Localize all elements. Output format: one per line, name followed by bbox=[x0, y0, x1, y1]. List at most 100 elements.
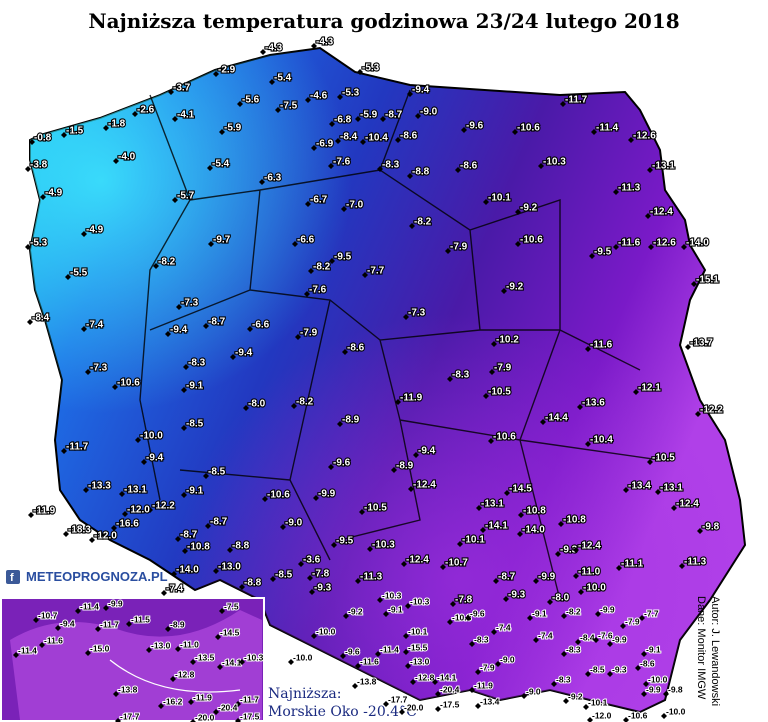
station-label: -6.8 bbox=[334, 115, 352, 126]
station-label: -8.6 bbox=[400, 131, 418, 142]
station-marker bbox=[407, 173, 413, 179]
station-marker bbox=[613, 244, 619, 250]
station-marker bbox=[40, 194, 46, 200]
labels: -4.3 -4.3 -5.3 -2.9 -5.4 -3.7 -5.6 -7.5 -4.6 -5.3… bbox=[13, 36, 724, 722]
station-marker bbox=[343, 613, 349, 619]
station-marker bbox=[587, 717, 593, 722]
station-label: -9.3 bbox=[508, 590, 526, 601]
station-marker bbox=[13, 652, 19, 658]
station-label: -0.8 bbox=[34, 133, 52, 144]
station-marker bbox=[589, 253, 595, 259]
station-label: -9.6 bbox=[333, 458, 351, 469]
station-marker bbox=[230, 354, 236, 360]
station-label: -10.7 bbox=[445, 558, 468, 569]
station-marker bbox=[585, 346, 591, 352]
station-marker bbox=[270, 576, 276, 582]
station-label: -8.5 bbox=[186, 419, 204, 430]
station-label: -10.5 bbox=[652, 453, 675, 464]
station-label: -10.3 bbox=[452, 612, 472, 622]
station-label: -11.3 bbox=[360, 572, 383, 583]
station-marker bbox=[175, 536, 181, 542]
station-marker bbox=[671, 505, 677, 511]
station-marker bbox=[25, 244, 31, 250]
station-marker bbox=[311, 43, 317, 49]
station-marker bbox=[357, 69, 363, 75]
station-label: -8.7 bbox=[208, 317, 226, 328]
minimum-value: Morskie Oko -20.4°C bbox=[268, 704, 417, 720]
station-marker bbox=[635, 665, 641, 671]
station-marker bbox=[475, 703, 481, 709]
station-label: -7.6 bbox=[333, 157, 351, 168]
station-label: -8.3 bbox=[188, 358, 206, 369]
station-label: -1.5 bbox=[66, 126, 84, 137]
station-marker bbox=[435, 706, 441, 712]
station-label: -7.4 bbox=[538, 630, 553, 640]
station-label: -11.0 bbox=[180, 639, 199, 649]
station-label: -10.1 bbox=[588, 697, 608, 707]
station-marker bbox=[305, 201, 311, 207]
station-marker bbox=[465, 615, 471, 621]
station-label: -2.6 bbox=[137, 105, 155, 116]
station-marker bbox=[295, 334, 301, 340]
station-label: -9.4 bbox=[418, 446, 436, 457]
station-label: -8.3 bbox=[382, 160, 400, 171]
station-label: -8.3 bbox=[556, 674, 571, 684]
station-marker bbox=[560, 101, 566, 107]
station-label: -12.6 bbox=[653, 238, 676, 249]
station-label: -14.4 bbox=[545, 413, 568, 424]
station-marker bbox=[695, 411, 701, 417]
station-label: -14.0 bbox=[522, 525, 545, 536]
station-label: -8.8 bbox=[244, 578, 262, 589]
station-label: -11.4 bbox=[80, 601, 99, 611]
station-label: -7.6 bbox=[598, 630, 613, 640]
station-marker bbox=[613, 189, 619, 195]
station-marker bbox=[480, 527, 486, 533]
station-label: -6.7 bbox=[310, 195, 328, 206]
station-label: -15.0 bbox=[90, 643, 110, 653]
station-marker bbox=[435, 691, 441, 697]
station-marker bbox=[450, 601, 456, 607]
station-marker bbox=[305, 97, 311, 103]
station-label: -13.6 bbox=[582, 398, 605, 409]
station-marker bbox=[28, 512, 34, 518]
station-label: -8.7 bbox=[498, 572, 516, 583]
station-marker bbox=[620, 623, 626, 629]
station-label: -5.7 bbox=[177, 191, 195, 202]
station-marker bbox=[288, 659, 294, 665]
station-label: -12.0 bbox=[127, 505, 150, 516]
station-marker bbox=[405, 663, 411, 669]
station-marker bbox=[213, 709, 219, 715]
station-marker bbox=[375, 651, 381, 657]
station-marker bbox=[219, 608, 225, 614]
station-label: -9.5 bbox=[334, 252, 352, 263]
station-marker bbox=[512, 129, 518, 135]
station-marker bbox=[517, 531, 523, 537]
station-label: -14.1 bbox=[437, 672, 457, 682]
station-marker bbox=[533, 637, 539, 643]
station-marker bbox=[641, 651, 647, 657]
station-marker bbox=[165, 626, 171, 632]
station-label: -4.6 bbox=[310, 91, 328, 102]
station-label: -13.4 bbox=[480, 696, 500, 706]
station-label: -7.8 bbox=[455, 595, 473, 606]
station-marker bbox=[29, 139, 35, 145]
station-marker bbox=[311, 633, 317, 639]
station-label: -17.5 bbox=[240, 711, 260, 721]
station-marker bbox=[61, 448, 67, 454]
station-marker bbox=[328, 163, 334, 169]
station-label: -9.6 bbox=[466, 121, 484, 132]
station-label: -4.3 bbox=[265, 43, 283, 54]
station-label: -11.6 bbox=[44, 635, 63, 645]
station-label: -9.2 bbox=[506, 282, 524, 293]
station-marker bbox=[355, 663, 361, 669]
station-marker bbox=[181, 425, 187, 431]
station-marker bbox=[158, 703, 164, 709]
station-label: -5.6 bbox=[242, 95, 260, 106]
station-label: -10.5 bbox=[364, 503, 387, 514]
station-label: -8.3 bbox=[474, 634, 489, 644]
station-marker bbox=[291, 403, 297, 409]
station-label: -8.7 bbox=[385, 110, 403, 121]
station-label: -4.9 bbox=[86, 225, 104, 236]
station-marker bbox=[628, 137, 634, 143]
